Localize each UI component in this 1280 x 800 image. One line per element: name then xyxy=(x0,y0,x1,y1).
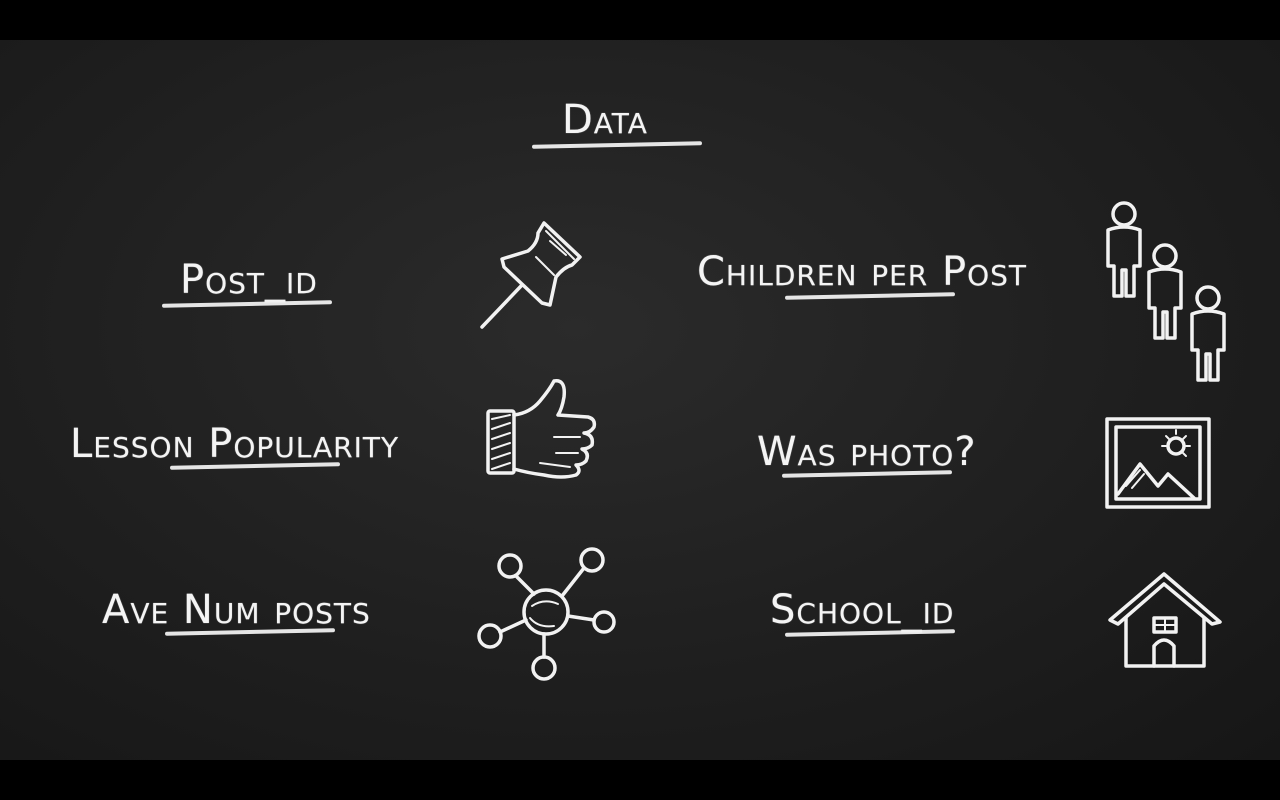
label-children-per-post: Children per Post xyxy=(697,249,1027,295)
label-ave-num-posts: Ave Num posts xyxy=(102,587,371,633)
label-post-id: Post_id xyxy=(180,257,318,303)
thumbs-up-icon xyxy=(484,375,600,485)
label-was-photo: Was photo? xyxy=(757,429,977,475)
people-icon xyxy=(1098,200,1232,384)
pushpin-icon xyxy=(476,215,596,333)
network-icon xyxy=(474,547,620,684)
title-underline xyxy=(531,141,703,149)
chalkboard: Data Post_id Lesson Popularity Ave Num p… xyxy=(0,40,1280,760)
slide-title: Data xyxy=(562,97,648,143)
photo-icon xyxy=(1104,416,1212,510)
label-school-id: School_id xyxy=(770,587,955,633)
label-lesson-popularity: Lesson Popularity xyxy=(70,421,400,467)
house-icon xyxy=(1106,570,1224,672)
